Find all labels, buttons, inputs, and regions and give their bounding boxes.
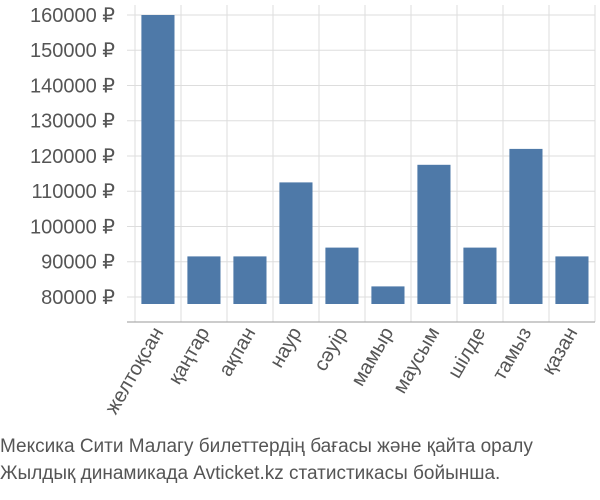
x-tick-label: мамыр bbox=[347, 324, 398, 391]
y-tick-label: 80000 ₽ bbox=[41, 287, 115, 309]
caption-line-2: Жылдық динамикада Avticket.kz статистика… bbox=[0, 463, 501, 484]
x-tick-label: шілде bbox=[444, 324, 491, 383]
x-tick-label: қаңтар bbox=[164, 324, 214, 389]
y-tick-label: 110000 ₽ bbox=[31, 181, 115, 203]
x-tick-label: ақпан bbox=[215, 324, 260, 381]
bar bbox=[509, 148, 543, 304]
y-tick-label: 90000 ₽ bbox=[41, 252, 115, 274]
bar bbox=[463, 247, 497, 304]
bar bbox=[417, 164, 451, 304]
y-tick-label: 140000 ₽ bbox=[30, 75, 115, 97]
x-tick-label: тамыз bbox=[489, 324, 537, 385]
bar bbox=[141, 15, 175, 304]
bar bbox=[371, 286, 405, 304]
bar bbox=[325, 247, 359, 304]
bar bbox=[233, 256, 267, 304]
x-tick-label: қазан bbox=[538, 324, 583, 379]
bar bbox=[555, 256, 589, 304]
x-tick-label: наур bbox=[266, 324, 306, 372]
y-tick-label: 150000 ₽ bbox=[30, 40, 115, 62]
x-tick-label: сәуір bbox=[310, 324, 352, 375]
x-tick-label: желтоқсан bbox=[101, 324, 168, 419]
bar bbox=[279, 182, 313, 304]
bars bbox=[141, 15, 589, 304]
y-tick-label: 130000 ₽ bbox=[30, 111, 115, 133]
caption-line-1: Мексика Сити Малагу билеттердің бағасы ж… bbox=[0, 436, 533, 457]
y-tick-label: 160000 ₽ bbox=[30, 5, 115, 27]
y-tick-labels: 80000 ₽ 90000 ₽ 100000 ₽ 110000 ₽ 120000 ₽ 13… bbox=[30, 5, 115, 309]
y-tick-label: 100000 ₽ bbox=[30, 216, 115, 238]
y-tick-label: 120000 ₽ bbox=[30, 146, 115, 168]
bar bbox=[187, 256, 221, 304]
